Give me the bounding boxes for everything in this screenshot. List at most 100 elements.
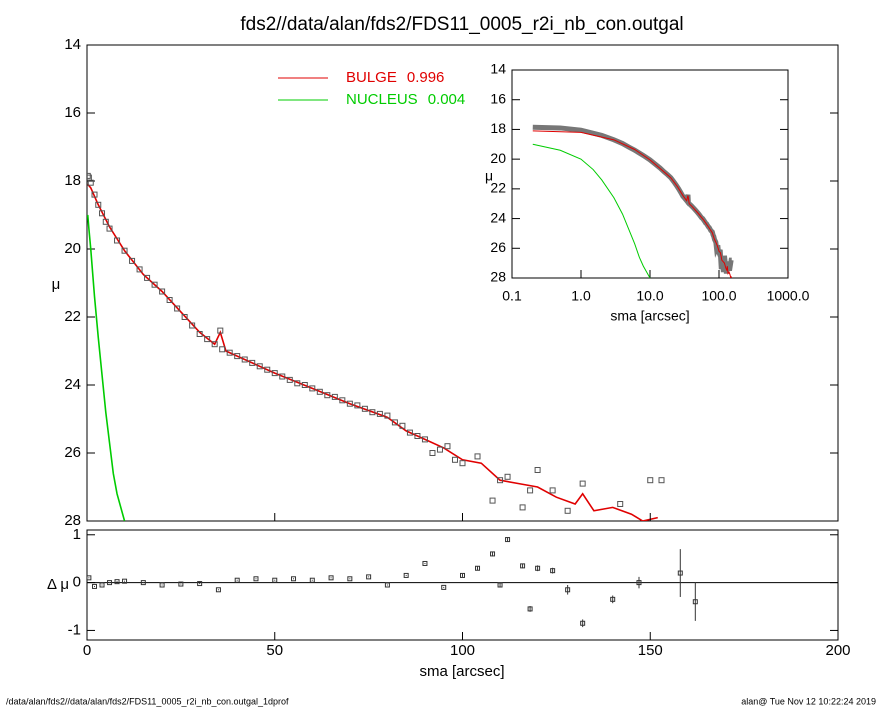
model-line (87, 214, 126, 521)
data-point (354, 402, 361, 409)
y-tick-label: 28 (64, 512, 81, 529)
x-tick-label: 50 (266, 642, 283, 659)
y-tick-label: 18 (64, 172, 81, 189)
residual-point (159, 582, 165, 588)
residual-point (527, 606, 533, 612)
y-tick-label: 14 (64, 36, 81, 53)
data-point (436, 446, 443, 453)
data-point (174, 305, 181, 312)
data-point (346, 400, 353, 407)
y-tick-label: 16 (64, 104, 81, 121)
data-point (658, 477, 665, 484)
y-tick-label: 16 (490, 90, 506, 106)
data-point (361, 405, 368, 412)
x-tick-label: 0 (83, 642, 91, 659)
y-tick-label: 14 (490, 61, 506, 77)
data-point (331, 393, 338, 400)
y-tick-label: 18 (490, 120, 506, 136)
data-point (99, 210, 106, 217)
data-point (95, 201, 102, 208)
y-axis-label: μ (485, 168, 493, 184)
residual-point (309, 577, 315, 583)
y-tick-label: 22 (490, 180, 506, 196)
residual-point (550, 568, 556, 574)
model-line (532, 130, 732, 278)
data-point (181, 314, 188, 320)
data-point (444, 443, 451, 450)
data-point (264, 366, 271, 373)
x-axis-label: sma [arcsec] (419, 663, 504, 680)
data-point (497, 477, 504, 484)
y-tick-label: 20 (64, 240, 81, 257)
residual-point (114, 579, 120, 585)
footer-right: alan@ Tue Nov 12 10:22:24 2019 (741, 696, 876, 706)
data-point (256, 363, 263, 370)
residual-point (107, 580, 113, 586)
residual-point (636, 580, 642, 586)
data-point (114, 237, 121, 244)
data-point (217, 327, 224, 334)
data-point (249, 359, 256, 366)
data-point (211, 341, 218, 348)
residual-point (475, 565, 481, 571)
data-point (316, 388, 323, 395)
data-point (421, 436, 428, 443)
data-point (617, 501, 624, 507)
data-point (369, 409, 376, 416)
data-point (324, 392, 331, 399)
data-point (87, 172, 91, 179)
data-point (286, 376, 293, 383)
residual-point (99, 582, 105, 588)
residual-point (86, 575, 92, 581)
y-tick-label: 22 (64, 308, 81, 325)
data-point (414, 433, 421, 439)
data-point (106, 225, 113, 232)
data-point (159, 288, 166, 295)
y-tick-label: -1 (68, 621, 81, 638)
x-axis-label: sma [arcsec] (610, 308, 689, 324)
residual-point (366, 574, 372, 580)
y-tick-label: 24 (64, 376, 81, 393)
data-point (87, 179, 94, 186)
data-point (376, 410, 383, 417)
data-point (339, 397, 346, 404)
residual-point (197, 581, 203, 587)
residual-point (328, 575, 334, 581)
data-point (451, 456, 458, 463)
residual-point (422, 560, 428, 566)
residual-point (565, 587, 571, 593)
y-tick-label: 24 (490, 209, 506, 225)
x-tick-label: 10.0 (636, 288, 663, 304)
data-point (102, 218, 109, 225)
residual-point (441, 584, 447, 590)
data-point (196, 331, 203, 337)
x-tick-label: 0.1 (502, 288, 522, 304)
residual-point (253, 576, 259, 582)
data-point (579, 480, 586, 487)
inset-area (532, 124, 734, 278)
residual-point (272, 577, 278, 583)
data-point (399, 422, 406, 429)
residual-point (215, 587, 221, 593)
residual-point (497, 582, 503, 588)
data-point (384, 412, 391, 419)
legend-fraction: 0.996 (407, 69, 445, 86)
residual-point (520, 563, 526, 569)
data-point (534, 467, 541, 473)
x-tick-label: 1000.0 (767, 288, 810, 304)
data-point (459, 460, 466, 467)
residual-point (535, 565, 541, 571)
data-point (549, 487, 556, 494)
data-point (234, 353, 241, 360)
data-point (189, 322, 196, 329)
legend-label: BULGE (346, 69, 397, 86)
x-tick-label: 100.0 (701, 288, 736, 304)
x-tick-label: 100 (450, 642, 475, 659)
data-point (204, 336, 211, 343)
data-point (527, 487, 534, 494)
data-point (219, 346, 226, 353)
chart-title: fds2//data/alan/fds2/FDS11_0005_r2i_nb_c… (240, 14, 683, 35)
residual-point (580, 620, 586, 626)
